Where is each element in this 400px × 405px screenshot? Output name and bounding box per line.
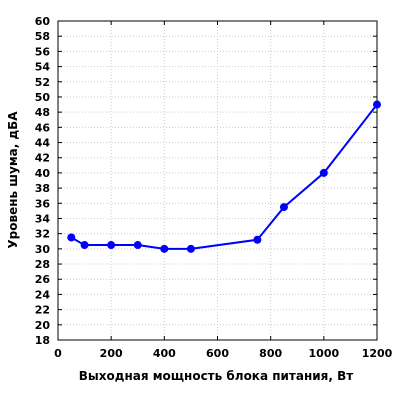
y-tick-label: 56 — [35, 45, 51, 58]
data-point — [319, 168, 328, 177]
y-tick-label: 50 — [35, 91, 51, 104]
y-tick-label: 60 — [35, 15, 51, 28]
y-tick-label: 36 — [35, 197, 51, 210]
y-tick-label: 46 — [35, 121, 51, 134]
x-tick-label: 200 — [100, 347, 123, 360]
series — [67, 100, 381, 253]
data-point — [67, 233, 76, 242]
x-tick-label: 1000 — [309, 347, 340, 360]
y-tick-label: 52 — [35, 76, 50, 89]
x-axis-label: Выходная мощность блока питания, Вт — [79, 369, 354, 383]
y-tick-label: 54 — [35, 61, 51, 74]
grid — [58, 21, 377, 340]
y-tick-label: 44 — [35, 137, 51, 150]
data-point — [279, 203, 288, 212]
y-tick-label: 18 — [35, 334, 50, 347]
data-point — [160, 244, 169, 253]
x-tick-label: 0 — [54, 347, 62, 360]
x-tick-label: 1200 — [362, 347, 393, 360]
y-tick-label: 30 — [35, 243, 51, 256]
y-tick-label: 42 — [35, 152, 50, 165]
data-point — [373, 100, 381, 109]
y-tick-label: 24 — [35, 288, 51, 301]
y-tick-label: 22 — [35, 304, 50, 317]
data-point — [107, 241, 116, 250]
y-tick-label: 38 — [35, 182, 50, 195]
y-tick-label: 26 — [35, 273, 51, 286]
y-tick-label: 34 — [35, 212, 51, 225]
x-tick-label: 400 — [153, 347, 176, 360]
x-tick-label: 800 — [259, 347, 282, 360]
series-line — [70, 103, 378, 250]
y-tick-label: 32 — [35, 228, 50, 241]
y-tick-label: 28 — [35, 258, 50, 271]
ticks: 0 200 400 600 800 1000 1200 18 20 22 24 26 28 30 32 34 3… — [35, 15, 393, 360]
y-tick-label: 20 — [35, 319, 51, 332]
data-point — [186, 244, 195, 253]
data-point — [253, 235, 262, 244]
data-point — [80, 241, 89, 250]
y-axis-label: Уровень шума, дБА — [6, 111, 20, 249]
y-tick-label: 58 — [35, 30, 50, 43]
x-tick-label: 600 — [206, 347, 229, 360]
y-tick-label: 48 — [35, 106, 50, 119]
y-tick-label: 40 — [35, 167, 51, 180]
data-point — [133, 241, 142, 250]
